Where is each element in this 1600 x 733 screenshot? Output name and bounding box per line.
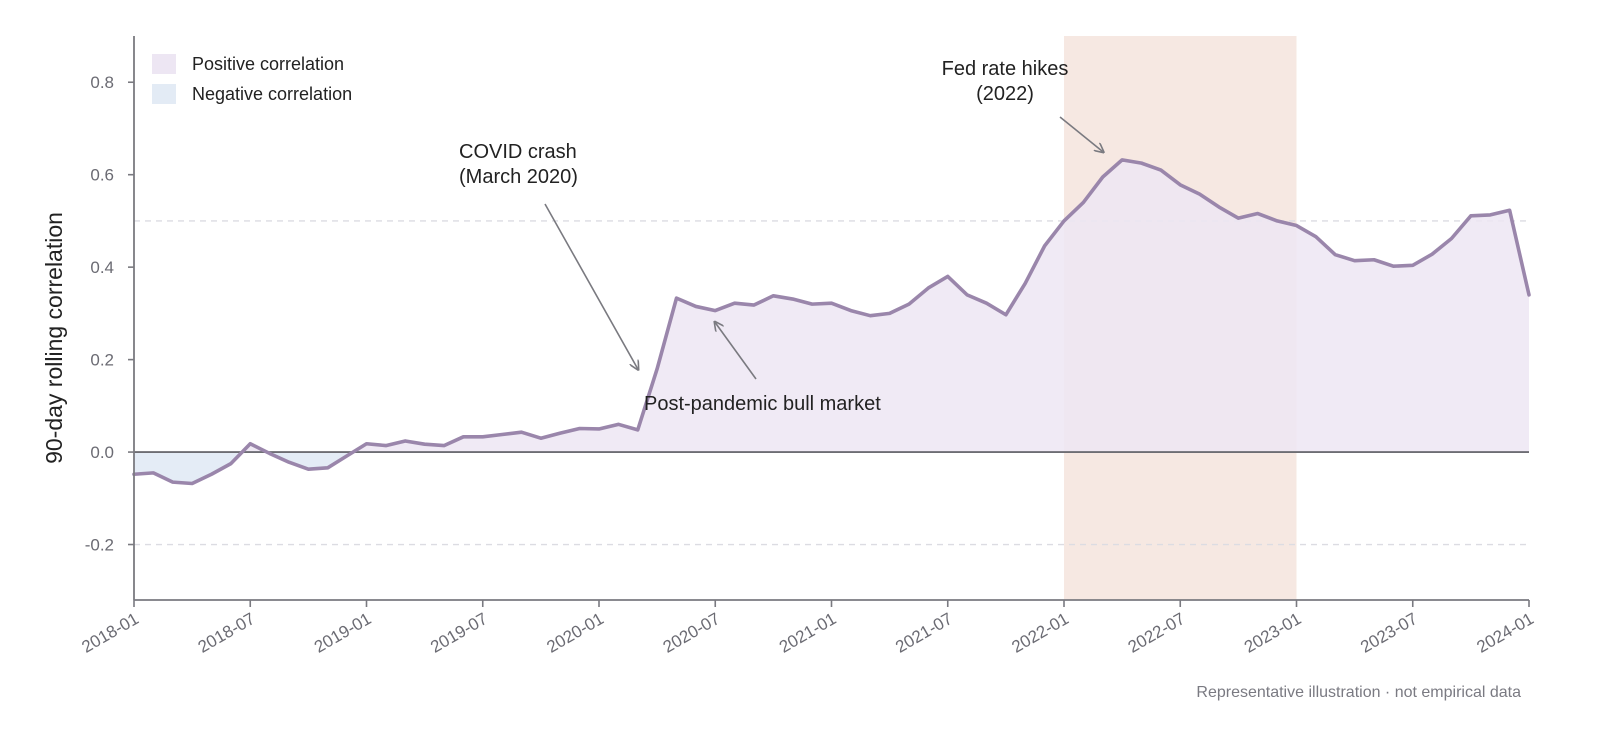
series-line bbox=[132, 158, 1531, 486]
footnote: Representative illustration · not empiri… bbox=[1196, 684, 1521, 701]
annotation-arrow bbox=[715, 323, 757, 380]
x-tick-label: 2023-01 bbox=[1241, 609, 1305, 657]
legend-swatch bbox=[152, 84, 176, 104]
y-tick-label: 0.6 bbox=[90, 166, 114, 185]
x-tick-label: 2019-01 bbox=[311, 609, 375, 657]
x-tick-label: 2021-07 bbox=[892, 609, 956, 657]
x-tick-label: 2018-01 bbox=[78, 609, 142, 657]
x-tick-label: 2022-07 bbox=[1125, 609, 1189, 657]
x-tick-label: 2024-01 bbox=[1473, 609, 1537, 657]
y-tick-label: 0.4 bbox=[90, 258, 114, 277]
positive-area bbox=[134, 159, 1529, 453]
legend: Positive correlation Negative correlation bbox=[152, 54, 352, 104]
x-tick-label: 2020-07 bbox=[660, 609, 724, 657]
x-tick-label: 2019-07 bbox=[427, 609, 491, 657]
x-tick-label: 2023-07 bbox=[1357, 609, 1421, 657]
annotation-text: Fed rate hikes (2022) bbox=[942, 58, 1069, 105]
x-tick-label: 2022-01 bbox=[1008, 609, 1072, 657]
legend-label: Negative correlation bbox=[192, 84, 352, 104]
x-tick-label: 2018-07 bbox=[195, 609, 259, 657]
annotation-arrow bbox=[544, 203, 638, 369]
annotation-text: Post-pandemic bull market bbox=[644, 393, 881, 415]
y-tick-label: -0.2 bbox=[85, 536, 114, 555]
y-tick-label: 0.8 bbox=[90, 73, 114, 92]
annotation-arrow bbox=[1059, 116, 1103, 152]
annotation-text: COVID crash (March 2020) bbox=[459, 141, 578, 188]
x-axis-ticks: 2018-01 2018-07 2019-01 2019-07 2020-01 2020-… bbox=[78, 600, 1537, 657]
y-tick-label: 0.0 bbox=[90, 443, 114, 462]
y-axis-ticks: -0.2 0.0 0.2 0.4 0.6 0.8 bbox=[85, 73, 134, 555]
legend-swatch bbox=[152, 54, 176, 74]
annotations: COVID crash (March 2020) Post-pandemic bul… bbox=[459, 58, 1103, 415]
x-tick-label: 2021-01 bbox=[776, 609, 840, 657]
reference-lines bbox=[134, 220, 1529, 546]
legend-label: Positive correlation bbox=[192, 54, 344, 74]
x-tick-label: 2020-01 bbox=[543, 609, 607, 657]
y-tick-label: 0.2 bbox=[90, 351, 114, 370]
y-axis-label: 90-day rolling correlation bbox=[41, 212, 67, 464]
